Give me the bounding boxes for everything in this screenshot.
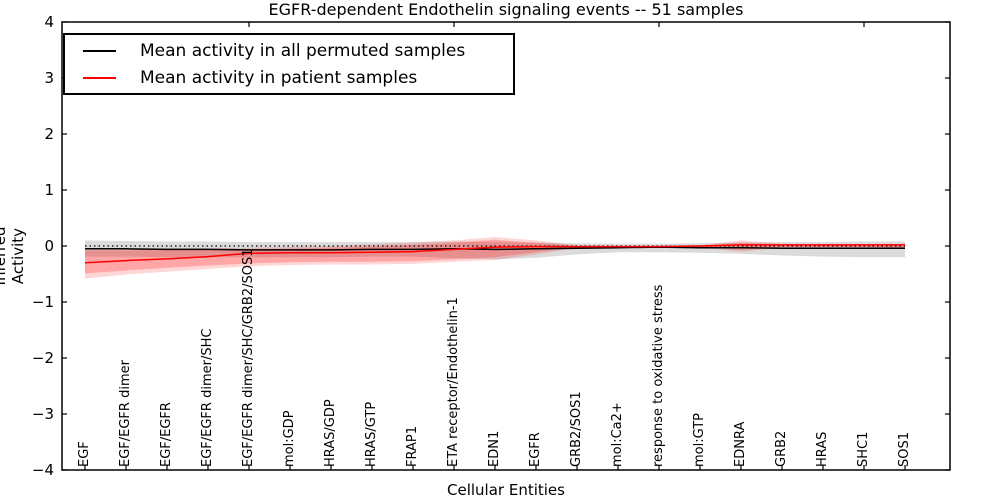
legend-entry-permuted: Mean activity in all permuted samples <box>73 38 505 64</box>
legend-line-patient-icon <box>83 76 116 79</box>
mean-line-series1 <box>84 244 905 264</box>
legend-label-permuted: Mean activity in all permuted samples <box>140 40 466 61</box>
x-axis-label: Cellular Entities <box>447 481 565 499</box>
legend: Mean activity in all permuted samples Me… <box>63 33 515 95</box>
legend-line-permuted-icon <box>83 49 116 52</box>
y-axis-label: Inferred Activity <box>0 226 27 286</box>
chart-title: EGFR-dependent Endothelin signaling even… <box>268 0 744 19</box>
legend-entry-patient: Mean activity in patient samples <box>73 65 505 91</box>
legend-label-patient: Mean activity in patient samples <box>140 67 418 88</box>
mean-line-series0 <box>85 246 905 251</box>
band-series1-1 <box>85 239 905 274</box>
